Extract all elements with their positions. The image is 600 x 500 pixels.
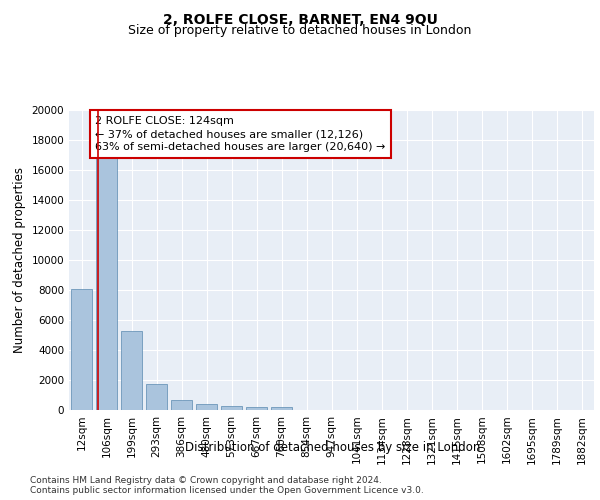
Text: Contains HM Land Registry data © Crown copyright and database right 2024.
Contai: Contains HM Land Registry data © Crown c…: [30, 476, 424, 495]
Text: 2, ROLFE CLOSE, BARNET, EN4 9QU: 2, ROLFE CLOSE, BARNET, EN4 9QU: [163, 12, 437, 26]
Bar: [171, 400, 192, 410]
Bar: [246, 406, 267, 410]
Bar: [71, 288, 92, 410]
Text: Distribution of detached houses by size in London: Distribution of detached houses by size …: [185, 441, 481, 454]
Y-axis label: Number of detached properties: Number of detached properties: [13, 167, 26, 353]
Bar: [271, 407, 292, 410]
Bar: [221, 406, 242, 410]
Bar: [146, 384, 167, 410]
Text: Size of property relative to detached houses in London: Size of property relative to detached ho…: [128, 24, 472, 37]
Bar: [196, 404, 217, 410]
Bar: [96, 155, 117, 410]
Bar: [121, 330, 142, 410]
Text: 2 ROLFE CLOSE: 124sqm
← 37% of detached houses are smaller (12,126)
63% of semi-: 2 ROLFE CLOSE: 124sqm ← 37% of detached …: [95, 116, 386, 152]
